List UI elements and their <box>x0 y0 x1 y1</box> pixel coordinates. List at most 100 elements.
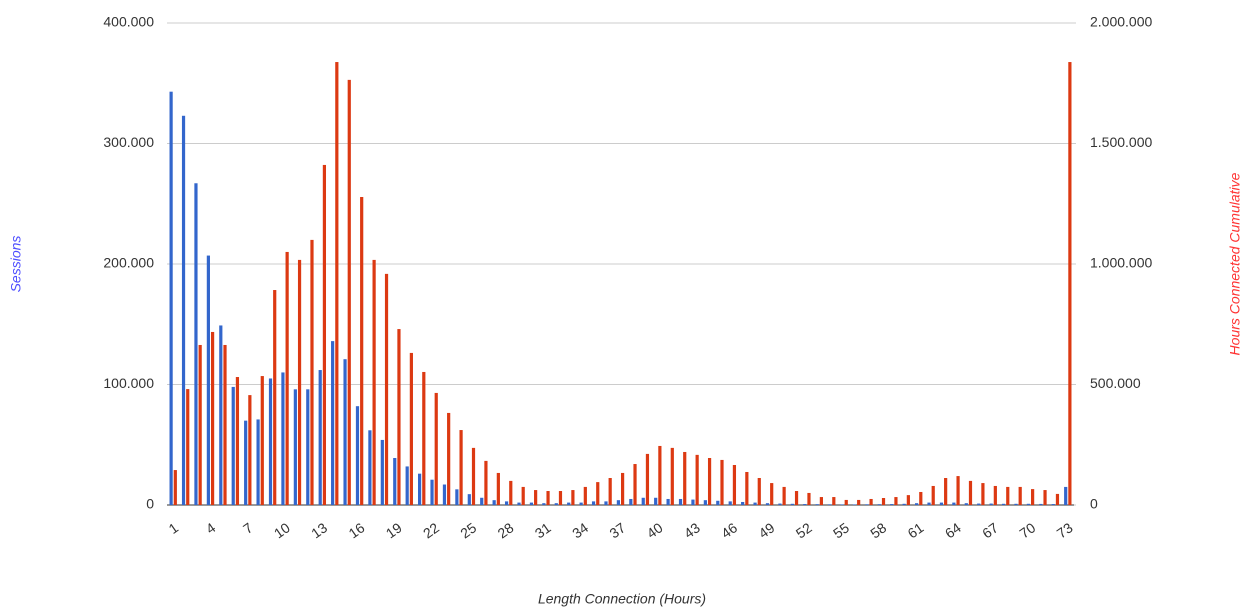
x-tick-label: 61 <box>905 519 927 541</box>
bar <box>964 503 968 505</box>
bar <box>268 378 273 505</box>
bar <box>422 371 426 505</box>
bar <box>583 486 587 505</box>
bar <box>331 341 335 505</box>
bar <box>210 331 215 505</box>
bar <box>670 447 674 505</box>
bar <box>471 447 476 505</box>
bar <box>235 377 240 505</box>
bar <box>529 502 534 505</box>
x-tick-label: 67 <box>979 519 1001 541</box>
bar <box>181 115 186 505</box>
x-tick-label: 25 <box>457 519 479 541</box>
x-tick-label: 4 <box>203 519 219 537</box>
bar <box>794 491 799 505</box>
bar <box>248 395 252 505</box>
bar <box>1051 504 1055 505</box>
y2-tick-label: 500.000 <box>1090 375 1141 391</box>
x-tick-label: 40 <box>644 519 666 541</box>
bar <box>223 344 227 505</box>
bar <box>807 492 811 505</box>
bar <box>621 472 625 505</box>
bar <box>546 491 550 505</box>
x-tick-label: 73 <box>1054 519 1076 541</box>
bar <box>691 499 695 505</box>
x-tick-label: 22 <box>420 519 442 541</box>
x-tick-label: 7 <box>240 519 256 537</box>
bar <box>633 464 637 505</box>
bar <box>384 273 389 505</box>
bar <box>347 79 351 505</box>
bar <box>455 489 459 505</box>
bar <box>844 499 848 505</box>
bar <box>765 503 770 505</box>
bar <box>1043 490 1047 505</box>
bar <box>641 497 645 505</box>
bar <box>919 491 923 505</box>
bar <box>447 412 451 505</box>
bar <box>206 255 210 505</box>
bar <box>293 389 297 505</box>
bar <box>558 491 563 505</box>
bar <box>409 352 413 505</box>
bar <box>442 484 447 505</box>
bar <box>1006 486 1010 505</box>
x-tick-label: 13 <box>308 519 330 541</box>
bar <box>393 458 397 505</box>
bar <box>707 458 712 505</box>
bar <box>343 359 347 505</box>
bar <box>1001 503 1006 505</box>
bar <box>616 500 620 505</box>
y-tick-label: 300.000 <box>103 134 154 150</box>
bar <box>504 501 509 505</box>
bar <box>993 485 997 505</box>
bar <box>927 502 931 505</box>
bar <box>939 502 944 505</box>
bar <box>285 251 289 505</box>
y2-tick-label: 1.500.000 <box>1090 134 1152 150</box>
bar <box>273 290 277 505</box>
bar <box>1039 503 1043 505</box>
bar <box>335 62 339 506</box>
bar <box>828 504 832 505</box>
bar <box>297 259 302 505</box>
bar <box>355 406 360 505</box>
y-axis-title: Sessions <box>8 236 24 293</box>
bar <box>467 494 471 505</box>
x-tick-label: 58 <box>867 519 889 541</box>
y-tick-label: 100.000 <box>103 375 154 391</box>
bar <box>186 389 190 505</box>
bar <box>695 454 699 505</box>
bar <box>1068 62 1072 506</box>
bar <box>360 197 364 505</box>
bar <box>728 501 732 505</box>
bar <box>977 503 981 505</box>
bar <box>894 497 898 505</box>
x-tick-label: 52 <box>793 519 815 541</box>
bar <box>981 483 985 505</box>
bar <box>944 478 948 505</box>
bar <box>492 500 496 505</box>
bar <box>509 480 513 505</box>
bar <box>380 439 384 505</box>
bar <box>554 503 558 505</box>
bar <box>604 501 608 505</box>
bar <box>720 459 724 505</box>
y-tick-label: 0 <box>146 496 154 512</box>
bar <box>306 389 310 505</box>
x-tick-label: 55 <box>830 519 852 541</box>
bar <box>1055 493 1060 505</box>
bar <box>591 501 596 505</box>
x-tick-label: 31 <box>532 519 554 541</box>
bar <box>434 392 438 505</box>
y2-tick-label: 1.000.000 <box>1090 255 1152 271</box>
bar <box>281 372 285 505</box>
bar <box>1064 486 1068 505</box>
bar <box>790 503 794 505</box>
bar <box>645 453 650 505</box>
bar <box>770 483 774 505</box>
bar <box>753 502 757 505</box>
bar <box>310 239 314 505</box>
bar <box>914 503 919 505</box>
